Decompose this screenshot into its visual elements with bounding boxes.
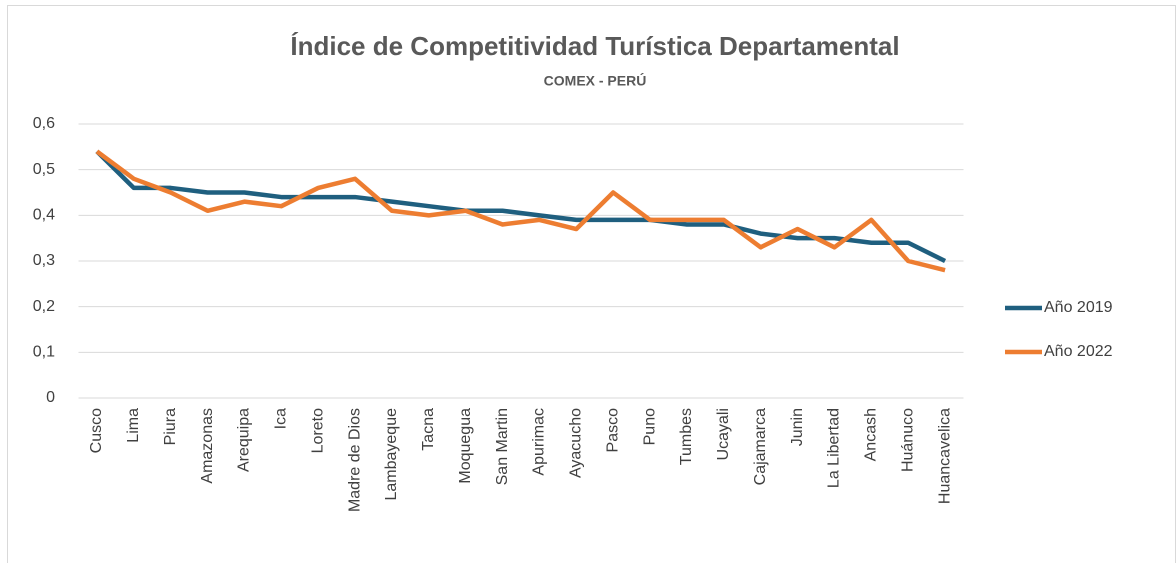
- x-tick-label: La Libertad: [826, 408, 843, 488]
- y-tick-label: 0,4: [33, 207, 55, 224]
- x-tick-label: Ayacucho: [568, 408, 585, 478]
- x-tick-label: Arequipa: [236, 408, 253, 472]
- y-tick-label: 0,1: [33, 344, 55, 361]
- x-tick-label: Lima: [125, 408, 142, 443]
- x-tick-label: Ica: [273, 408, 290, 429]
- x-tick-label: Tacna: [420, 408, 437, 451]
- y-tick-label: 0,3: [33, 252, 55, 269]
- x-tick-label: Lambayeque: [383, 408, 400, 501]
- x-tick-label: Cajamarca: [752, 408, 769, 485]
- x-tick-label: San Martin: [494, 408, 511, 485]
- chart-subtitle: COMEX - PERÚ: [544, 72, 647, 89]
- x-tick-label: Huánuco: [899, 408, 916, 472]
- series-line: [95, 149, 946, 273]
- legend-label: Año 2019: [1044, 299, 1113, 316]
- y-tick-label: 0,2: [33, 298, 55, 315]
- y-tick-label: 0,6: [33, 115, 55, 132]
- x-tick-label: Cusco: [88, 408, 105, 453]
- x-tick-label: Huancavelica: [936, 408, 953, 504]
- x-tick-label: Piura: [162, 408, 179, 445]
- x-tick-label: Pasco: [604, 408, 621, 453]
- x-tick-label: Apurimac: [531, 408, 548, 476]
- x-tick-label: Moquegua: [457, 408, 474, 484]
- x-tick-label: Loreto: [309, 408, 326, 453]
- chart-title: Índice de Competitividad Turística Depar…: [290, 31, 899, 61]
- x-tick-label: Ucayali: [715, 408, 732, 460]
- legend-label: Año 2022: [1044, 343, 1113, 360]
- x-tick-label: Puno: [641, 408, 658, 445]
- x-tick-label: Ancash: [863, 408, 880, 461]
- y-tick-label: 0,5: [33, 161, 55, 178]
- x-tick-label: Amazonas: [199, 408, 216, 484]
- x-tick-label: Junin: [789, 408, 806, 446]
- x-tick-label: Tumbes: [678, 408, 695, 465]
- chart-border: [7, 5, 1176, 563]
- y-tick-label: 0: [46, 389, 55, 406]
- series-line: [95, 149, 947, 264]
- x-tick-label: Madre de Dios: [346, 408, 363, 512]
